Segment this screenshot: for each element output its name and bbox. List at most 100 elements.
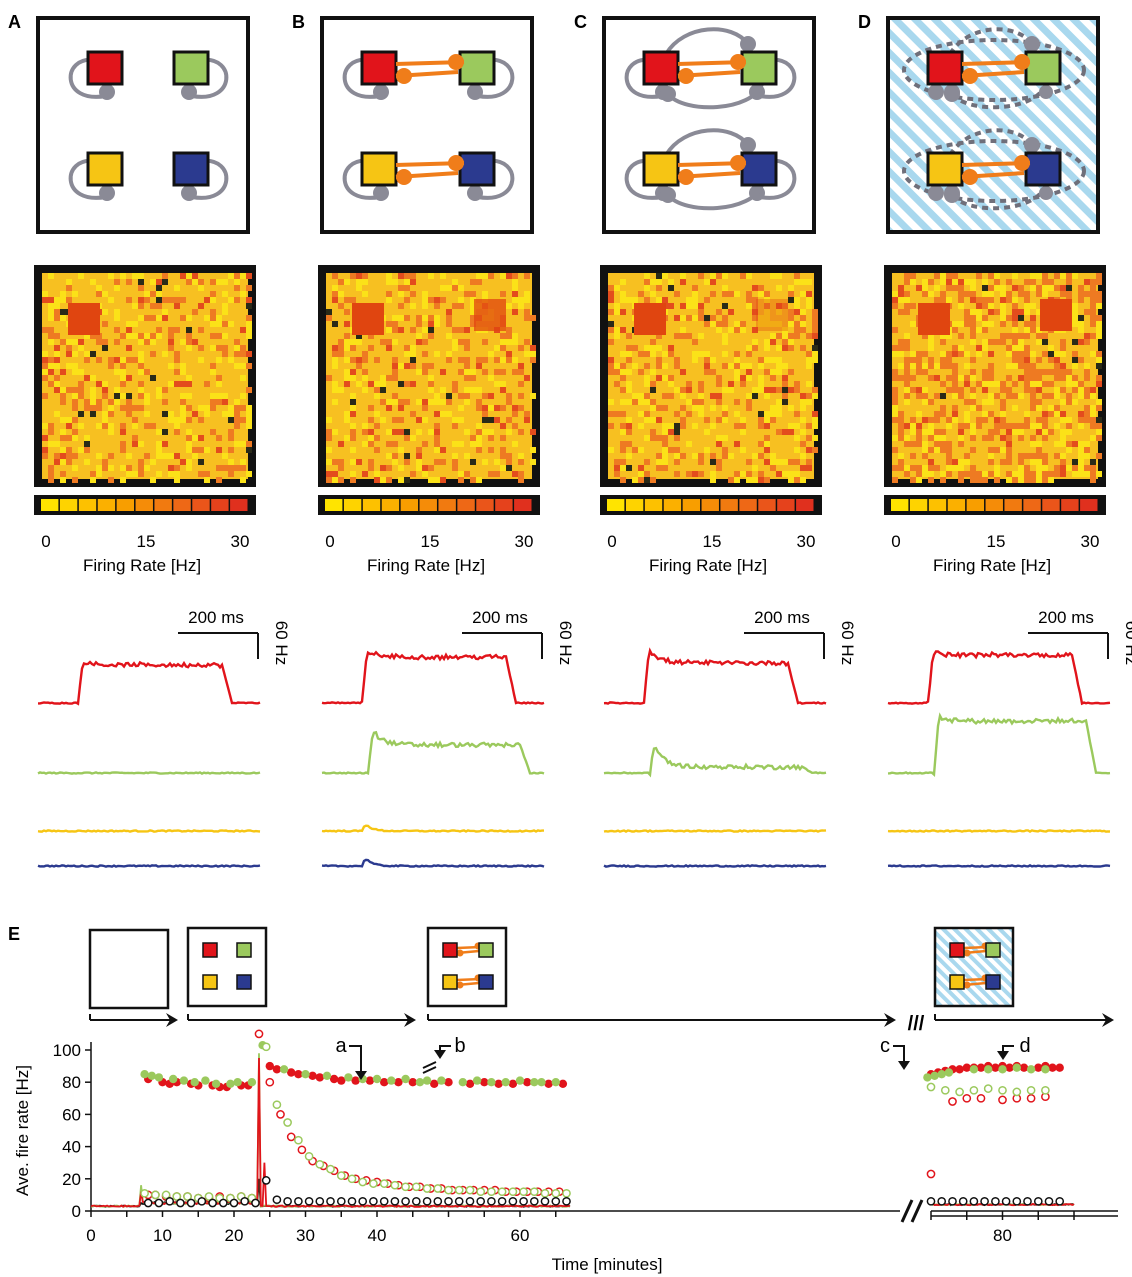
heatmap-cell <box>794 435 800 441</box>
heatmap-cell <box>716 327 722 333</box>
data-point <box>344 1073 353 1082</box>
heatmap-cell <box>734 357 740 363</box>
heatmap-cell <box>416 429 422 435</box>
colorbar-tick: 30 <box>231 532 250 551</box>
heatmap-cell <box>686 303 692 309</box>
heatmap-cell <box>710 459 716 465</box>
heatmap-cell <box>1024 375 1030 381</box>
heatmap-cell <box>72 387 78 393</box>
heatmap-cell <box>138 339 144 345</box>
heatmap-cell <box>162 429 168 435</box>
heatmap-cell <box>776 309 782 315</box>
heatmap-cell <box>240 465 246 471</box>
heatmap-cell <box>680 333 686 339</box>
heatmap-cell <box>928 345 934 351</box>
timeline-break-mark: /// <box>908 1013 925 1035</box>
heatmap-cell <box>60 453 66 459</box>
heatmap-cell <box>1090 423 1096 429</box>
heatmap-cell <box>240 417 246 423</box>
heatmap-cell <box>180 399 186 405</box>
heatmap-cell <box>66 417 72 423</box>
data-point <box>336 1196 346 1206</box>
heatmap-cell <box>42 375 48 381</box>
heatmap-cell <box>632 297 638 303</box>
heatmap-cell <box>1042 429 1048 435</box>
heatmap-cell <box>488 405 494 411</box>
heatmap-cell <box>120 423 126 429</box>
heatmap-cell <box>156 429 162 435</box>
heatmap-cell <box>210 315 216 321</box>
data-point <box>254 1029 264 1039</box>
heatmap-cell <box>620 447 626 453</box>
heatmap-cell <box>434 435 440 441</box>
heatmap-cell <box>758 291 764 297</box>
heatmap-cell <box>368 333 374 339</box>
heatmap-cell <box>66 297 72 303</box>
heatmap-cell <box>428 297 434 303</box>
heatmap-cell <box>662 465 668 471</box>
data-point <box>304 1151 314 1161</box>
heatmap-cell <box>150 339 156 345</box>
heatmap-cell <box>422 417 428 423</box>
heatmap-cell <box>1048 351 1054 357</box>
heatmap-cell <box>1030 477 1036 483</box>
heatmap-cell <box>458 357 464 363</box>
heatmap-cell <box>916 363 922 369</box>
heatmap-cell <box>416 459 422 465</box>
heatmap-cell <box>108 405 114 411</box>
heatmap-cell <box>910 441 916 447</box>
heatmap-cell <box>422 405 428 411</box>
heatmap-cell <box>458 303 464 309</box>
heatmap-cell <box>1012 477 1018 483</box>
heatmap-cell <box>126 279 132 285</box>
x-tick-label: 80 <box>993 1226 1012 1245</box>
heatmap-cell <box>946 447 952 453</box>
data-point <box>1012 1087 1022 1097</box>
heatmap-cell <box>162 279 168 285</box>
heatmap-cell <box>644 351 650 357</box>
heatmap-cell <box>114 327 120 333</box>
heatmap-cell <box>458 471 464 477</box>
heatmap-cell <box>1084 405 1090 411</box>
heatmap-cell <box>662 441 668 447</box>
heatmap-cell <box>216 465 222 471</box>
heatmap-cell <box>776 303 782 309</box>
heatmap-cell <box>120 333 126 339</box>
heatmap-cell <box>668 447 674 453</box>
heatmap-cell <box>138 459 144 465</box>
mini-diagram-empty <box>88 928 170 1010</box>
heatmap-cell <box>42 393 48 399</box>
heatmap-cell <box>1042 435 1048 441</box>
heatmap-cell <box>806 465 812 471</box>
heatmap-cell <box>904 375 910 381</box>
mini-frame <box>933 926 1015 1008</box>
heatmap-cell <box>350 399 356 405</box>
heatmap-cell <box>1048 369 1054 375</box>
heatmap-cell <box>54 375 60 381</box>
heatmap-cell <box>398 303 404 309</box>
heatmap-cell <box>1054 369 1060 375</box>
heatmap-cell <box>416 333 422 339</box>
heatmap-cell <box>246 447 252 453</box>
heatmap-cell <box>84 351 90 357</box>
heatmap-cell <box>150 315 156 321</box>
data-point <box>991 1196 1000 1206</box>
heatmap-cell <box>788 477 794 483</box>
heatmap-cell <box>722 303 728 309</box>
heatmap-cell <box>710 279 716 285</box>
colorbar-segment <box>173 499 191 511</box>
heatmap-cell <box>776 471 782 477</box>
data-point <box>240 1196 250 1206</box>
heatmap-cell <box>898 453 904 459</box>
heatmap-cell <box>228 297 234 303</box>
heatmap-cell <box>332 459 338 465</box>
heatmap-cell <box>362 441 368 447</box>
heatmap-cell <box>90 375 96 381</box>
heatmap-cell <box>1060 387 1066 393</box>
heatmap-cell <box>1090 285 1096 291</box>
heatmap-cell <box>970 393 976 399</box>
heatmap-cell <box>898 285 904 291</box>
heatmap-cell <box>524 411 530 417</box>
heatmap-cell <box>434 321 440 327</box>
panel-label-D: D <box>858 12 871 32</box>
